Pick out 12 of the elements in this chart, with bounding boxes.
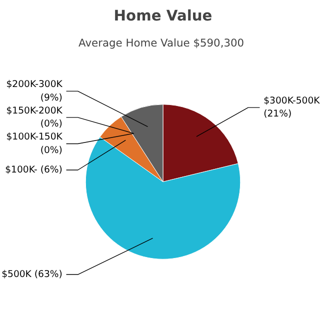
text: (0%) — [40, 144, 62, 156]
slice-label: $200K-300K — [6, 79, 64, 90]
slice-label: $300K-500K — [264, 95, 321, 106]
chart-subtitle: Average Home Value $590,300 — [78, 36, 244, 50]
data-label: (21%) — [264, 108, 292, 120]
text: (0%) — [40, 118, 62, 130]
data-label: (9%) — [40, 92, 62, 104]
category-label: $100K-150K — [6, 132, 62, 143]
slice-label: $100K- (6%) — [5, 164, 62, 176]
category-label: $150K-200K — [6, 105, 62, 116]
slice-label: $500K (63%) — [2, 269, 62, 280]
chart-title: Home Value — [114, 8, 212, 24]
